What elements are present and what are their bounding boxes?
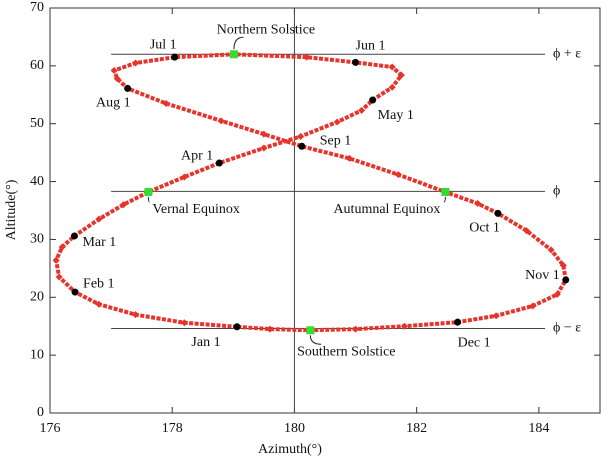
event-arrow: [443, 196, 446, 203]
curve-point: [394, 171, 402, 179]
event-point: [441, 187, 450, 196]
x-axis-title: Azimuth(°): [258, 442, 322, 457]
month-label: Sep 1: [320, 133, 352, 148]
y-tick-label: 30: [30, 232, 44, 247]
month-label: Feb 1: [83, 276, 115, 291]
curve-point: [400, 322, 408, 330]
curve-point: [95, 215, 103, 223]
month-label: Mar 1: [82, 235, 116, 250]
curve-point: [358, 106, 366, 114]
event-label: Northern Solstice: [217, 23, 315, 38]
month-label: Dec 1: [458, 335, 491, 350]
curve-point: [303, 53, 311, 61]
x-tick-label: 184: [528, 421, 549, 436]
month-label: Nov 1: [525, 268, 560, 283]
y-axis-title: Altitude(°): [4, 179, 19, 240]
event-arrow: [233, 36, 244, 50]
month-label: Aug 1: [96, 96, 131, 111]
y-tick-label: 50: [30, 116, 44, 131]
curve-point: [492, 312, 500, 320]
curve-point: [132, 311, 140, 319]
y-tick-label: 10: [30, 347, 44, 362]
x-tick-label: 180: [284, 421, 305, 436]
curve-point: [553, 290, 561, 298]
x-tick-label: 182: [406, 421, 427, 436]
month-point: [369, 96, 377, 104]
analemma-curve: [54, 52, 568, 333]
curve-point: [559, 261, 567, 269]
month-point: [70, 232, 78, 240]
curve-point: [217, 117, 225, 125]
month-point: [298, 142, 306, 150]
month-point: [562, 276, 570, 284]
month-label: Jul 1: [150, 37, 177, 52]
curve-point: [529, 302, 537, 310]
curve-point: [180, 173, 188, 181]
curve-point: [388, 83, 396, 91]
month-point: [124, 84, 132, 92]
curve-point: [345, 154, 353, 162]
curve-point: [95, 300, 103, 308]
month-point: [215, 159, 223, 167]
y-tick-label: 60: [30, 58, 44, 73]
event-label: Southern Solstice: [297, 344, 395, 359]
curve-point: [162, 99, 170, 107]
event-point: [229, 50, 238, 59]
y-tick-label: 70: [30, 0, 44, 15]
month-point: [494, 209, 502, 217]
month-label: Apr 1: [181, 148, 213, 163]
curve-point: [352, 325, 360, 333]
y-tick-label: 40: [30, 174, 44, 189]
reference-label: ϕ + ε: [553, 47, 581, 62]
month-point: [454, 318, 462, 326]
curve-point: [119, 201, 127, 209]
x-tick-label: 178: [162, 421, 183, 436]
event-point: [306, 326, 315, 335]
curve-point: [55, 273, 63, 281]
month-point: [171, 53, 179, 61]
curve-point: [180, 319, 188, 327]
curve-point: [52, 256, 60, 264]
curve-point: [297, 132, 305, 140]
event-label: Vernal Equinox: [152, 202, 239, 217]
month-label: Oct 1: [469, 221, 500, 236]
event-point: [144, 187, 153, 196]
event-arrow: [147, 196, 150, 203]
curve-point: [260, 144, 268, 152]
curve-point: [58, 243, 66, 251]
event-arrow: [309, 335, 322, 345]
month-point: [352, 58, 360, 66]
curve-point: [266, 325, 274, 333]
event-label: Autumnal Equinox: [333, 202, 440, 217]
month-label: Jan 1: [191, 335, 220, 350]
month-point: [71, 288, 79, 296]
month-label: May 1: [378, 108, 414, 123]
reference-label: ϕ: [553, 184, 560, 199]
month-point: [233, 323, 241, 331]
curve-point: [547, 246, 555, 254]
y-tick-label: 20: [30, 290, 44, 305]
y-tick-label: 0: [37, 405, 44, 420]
curve-point: [113, 75, 121, 83]
curve-point: [110, 66, 118, 74]
curve-point: [333, 118, 341, 126]
x-tick-label: 176: [40, 421, 61, 436]
curve-point: [397, 71, 405, 79]
curve-point: [523, 227, 531, 235]
curve-point: [474, 200, 482, 208]
month-label: Jun 1: [356, 39, 386, 54]
curve-point: [388, 63, 396, 71]
curve-point: [132, 59, 140, 67]
reference-label: ϕ − ε: [553, 321, 581, 336]
plot-frame: [49, 7, 601, 414]
curve-point: [260, 130, 268, 138]
